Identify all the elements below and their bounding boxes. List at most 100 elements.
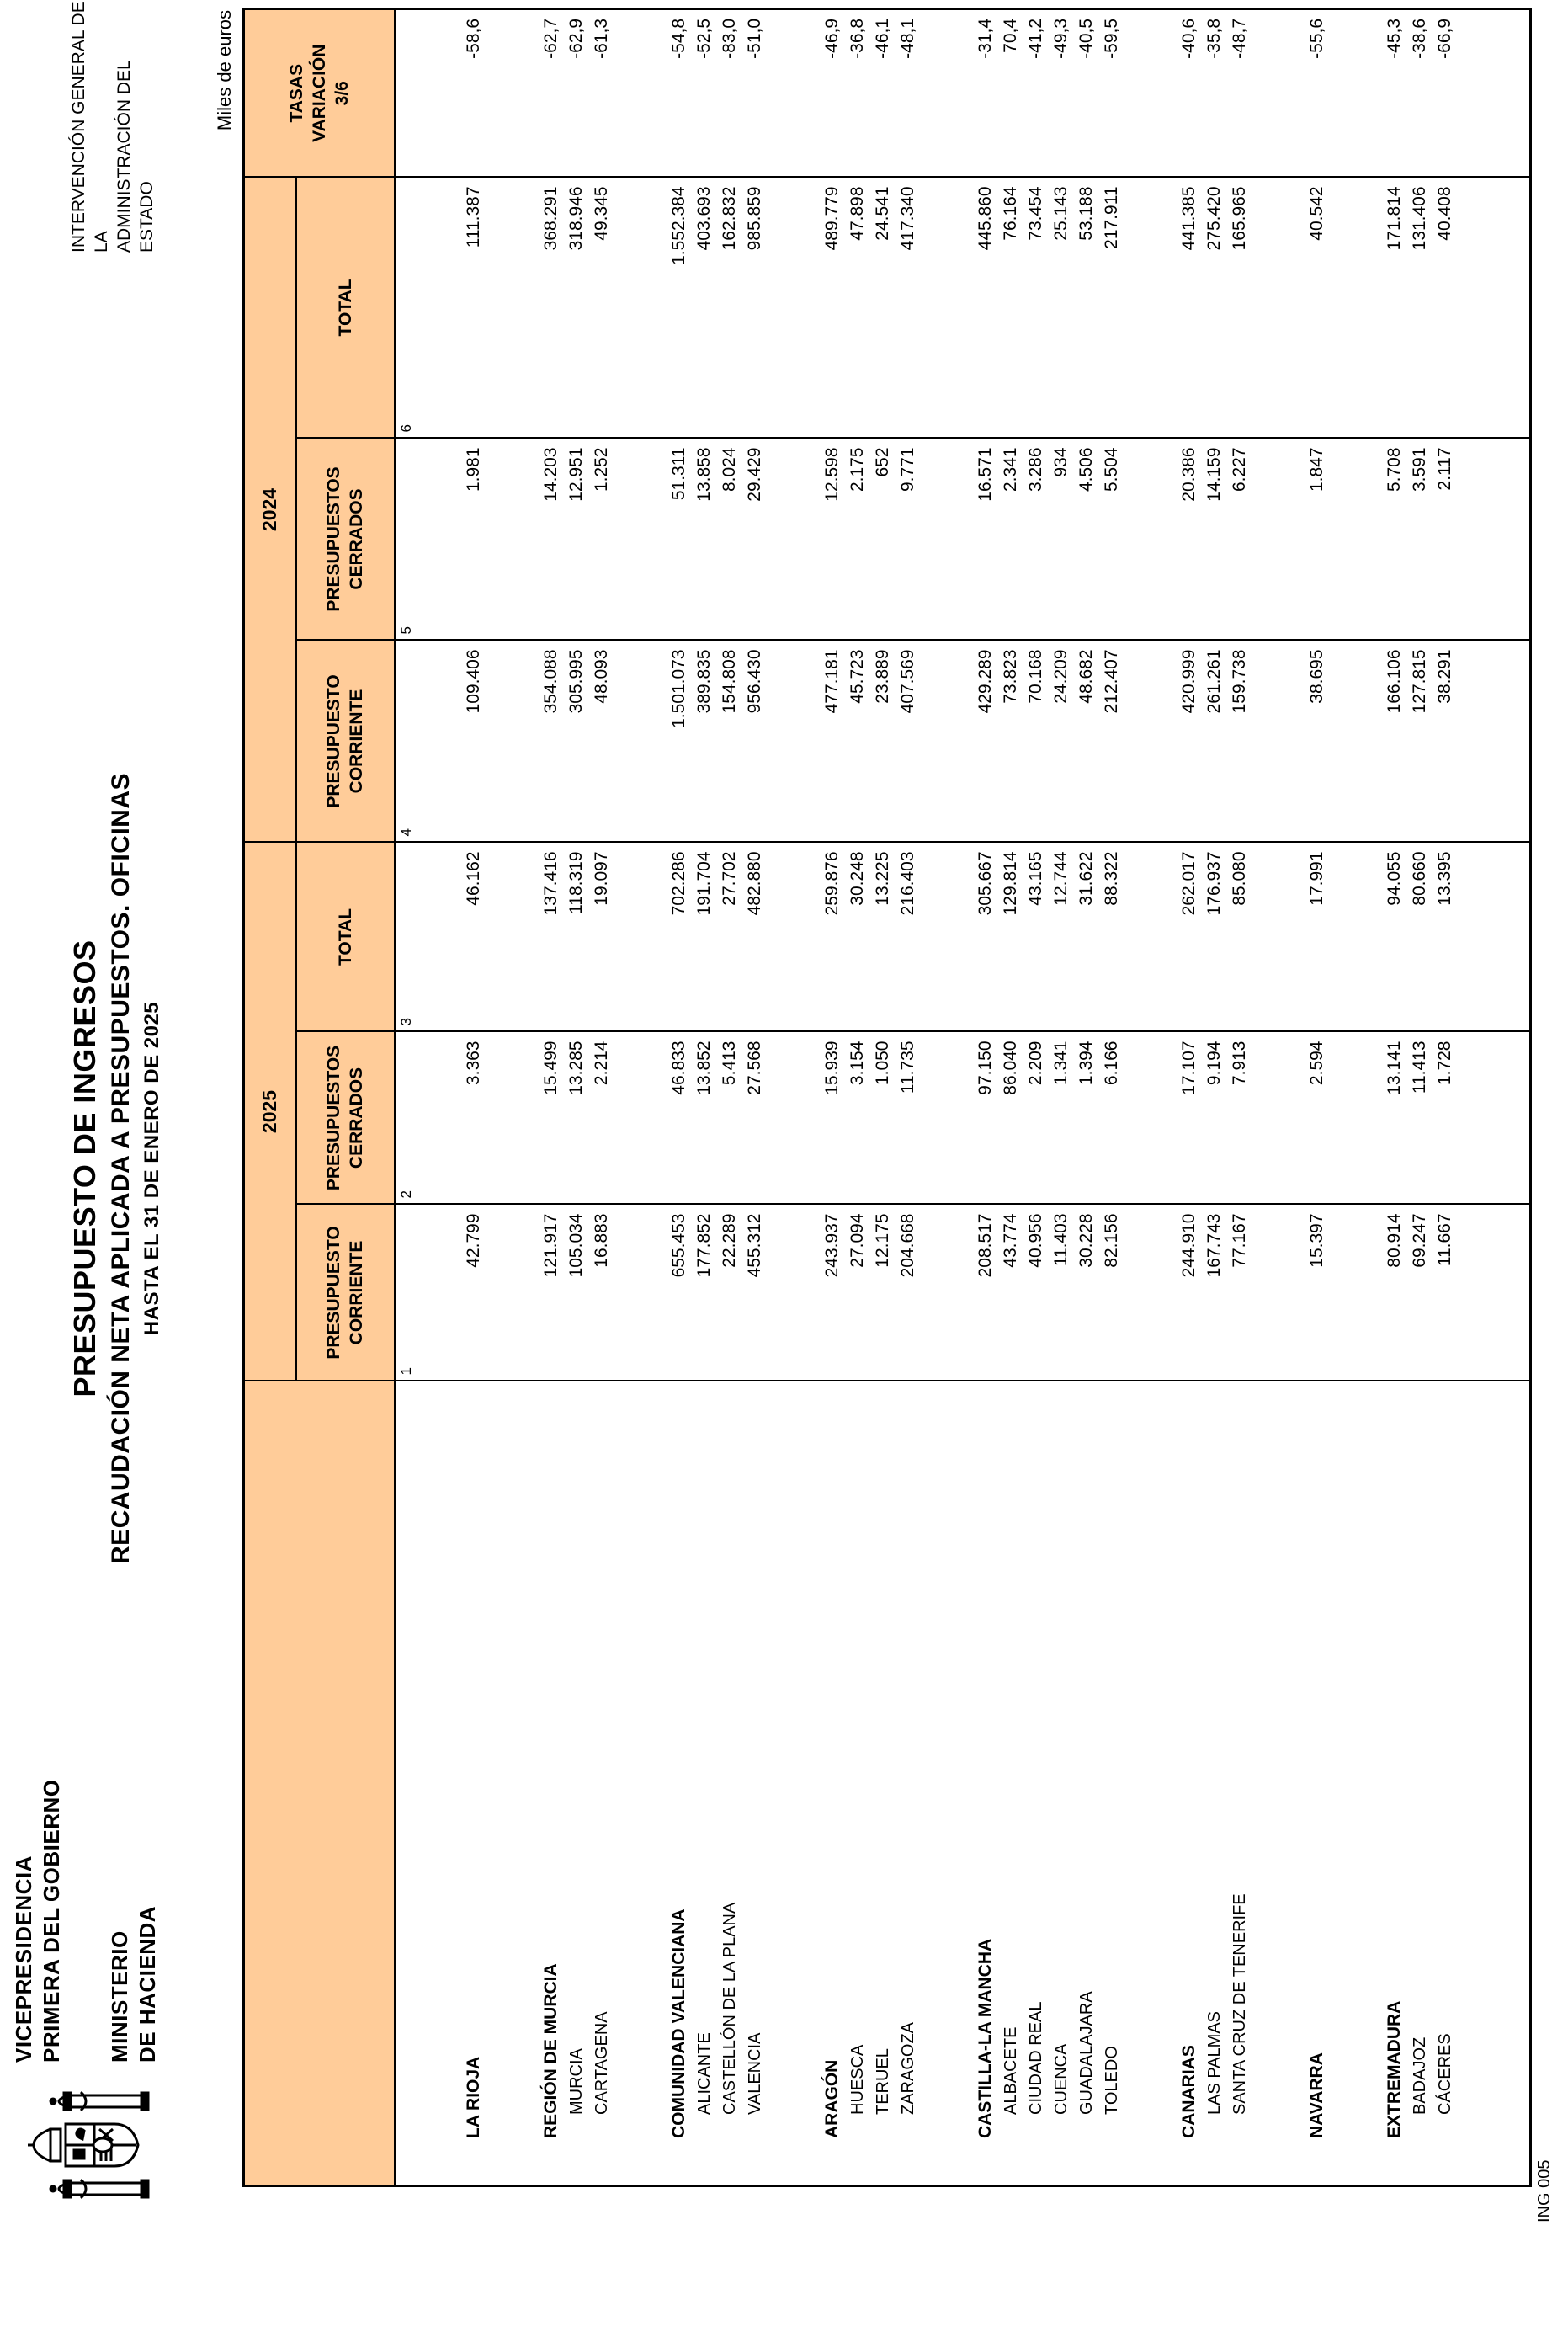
spacer-cell — [920, 1204, 973, 1381]
value-cell: 127.815 — [1406, 640, 1432, 843]
measure-header-total: TOTAL — [295, 842, 396, 1032]
value-cell: -40,5 — [1073, 8, 1099, 178]
row-label: SANTA CRUZ DE TENERIFE — [1226, 1381, 1252, 2186]
value-cell: 956.430 — [741, 640, 768, 843]
measure-header-line: TOTAL — [335, 908, 355, 966]
value-cell: 29.429 — [741, 438, 768, 641]
spacer-cell — [614, 1031, 667, 1205]
filler-cell — [1457, 177, 1531, 439]
spacer-cell — [1124, 177, 1177, 439]
value-cell: 403.693 — [691, 177, 717, 439]
row-label: TERUEL — [869, 1381, 896, 2186]
group-spacer-row — [920, 8, 973, 2186]
value-cell: 43.165 — [1023, 842, 1049, 1032]
value-cell: 13.141 — [1381, 1031, 1407, 1205]
value-cell: 40.956 — [1023, 1204, 1049, 1381]
value-cell: -35,8 — [1201, 8, 1227, 178]
report-title: PRESUPUESTO DE INGRESOS — [67, 940, 102, 1397]
spacer-cell — [1252, 438, 1305, 641]
value-cell: 12.598 — [819, 438, 845, 641]
value-cell: 1.394 — [1073, 1031, 1099, 1205]
value-cell: 70,4 — [997, 8, 1023, 178]
spacer-cell — [1124, 1381, 1177, 2186]
value-cell: -62,9 — [563, 8, 589, 178]
value-cell: 429.289 — [972, 640, 998, 843]
value-cell: 121.917 — [538, 1204, 564, 1381]
budget-table: 2025 2024 TASAS VARIACIÓN 3/6 PRESUPUESTO CORR… — [242, 7, 1532, 2187]
spacer-cell — [423, 8, 461, 178]
row-label: REGIÓN DE MURCIA — [538, 1381, 564, 2186]
value-cell: -41,2 — [1023, 8, 1049, 178]
value-cell: 76.164 — [997, 177, 1023, 439]
value-cell: 111.387 — [460, 177, 486, 439]
value-cell: 204.668 — [895, 1204, 921, 1381]
value-cell: 11.413 — [1406, 1031, 1432, 1205]
table-row: HUESCA 27.094 3.154 30.248 45.723 2.175 47.898… — [844, 8, 870, 2186]
value-cell: 455.312 — [741, 1204, 768, 1381]
value-cell: 15.397 — [1304, 1204, 1330, 1381]
spacer-cell — [1329, 8, 1382, 178]
report-subtitle: RECAUDACIÓN NETA APLICADA A PRESUPUESTOS… — [107, 772, 135, 1565]
value-cell: 24.541 — [869, 177, 896, 439]
marker-blank-tasas — [395, 8, 424, 178]
spacer-cell — [767, 177, 820, 439]
value-cell: 8.024 — [716, 438, 742, 641]
column-number: 3 — [395, 842, 424, 1032]
value-cell: 12.744 — [1048, 842, 1074, 1032]
value-cell: 24.209 — [1048, 640, 1074, 843]
report-period: HASTA EL 31 DE ENERO DE 2025 — [141, 1001, 163, 1336]
table-row: COMUNIDAD VALENCIANA 655.453 46.833 702.286… — [666, 8, 692, 2186]
spacer-cell — [1329, 177, 1382, 439]
value-cell: 15.939 — [819, 1031, 845, 1205]
table-row: MURCIA 105.034 13.285 118.319 305.995 12.951 3… — [563, 8, 589, 2186]
value-cell: 23.889 — [869, 640, 896, 843]
spacer-cell — [1252, 1204, 1305, 1381]
tasas-header-line: VARIACIÓN — [310, 44, 329, 142]
table-row: CÁCERES 11.667 1.728 13.395 38.291 2.117 40.40… — [1432, 8, 1458, 2186]
group-spacer-row — [1329, 8, 1382, 2186]
row-label: ALICANTE — [691, 1381, 717, 2186]
measure-header-line: CERRADOS — [347, 488, 367, 590]
spacer-cell — [1124, 842, 1177, 1032]
row-label: CUENCA — [1048, 1381, 1074, 2186]
value-cell: 46.162 — [460, 842, 486, 1032]
value-cell: -54,8 — [666, 8, 692, 178]
value-cell: 489.779 — [819, 177, 845, 439]
spacer-cell — [614, 1204, 667, 1381]
ministry-line-2: PRIMERA DEL GOBIERNO — [39, 1779, 64, 2063]
value-cell: 6.227 — [1226, 438, 1252, 641]
value-cell: 655.453 — [666, 1204, 692, 1381]
value-cell: 48.093 — [588, 640, 614, 843]
value-cell: 77.167 — [1226, 1204, 1252, 1381]
table-row: CIUDAD REAL 40.956 2.209 43.165 70.168 3.286 7… — [1023, 8, 1049, 2186]
spacer-cell — [614, 1381, 667, 2186]
row-label: ALBACETE — [997, 1381, 1023, 2186]
spacer-cell — [1124, 1031, 1177, 1205]
filler-cell — [1457, 8, 1531, 178]
spacer-cell — [1124, 640, 1177, 843]
value-cell: 262.017 — [1176, 842, 1202, 1032]
value-cell: -58,6 — [460, 8, 486, 178]
value-cell: 2.214 — [588, 1031, 614, 1205]
value-cell: -48,1 — [895, 8, 921, 178]
column-number: 4 — [395, 640, 424, 843]
value-cell: -66,9 — [1432, 8, 1458, 178]
year-header-2025: 2025 — [243, 842, 296, 1381]
row-label: EXTREMADURA — [1381, 1381, 1407, 2186]
value-cell: -45,3 — [1381, 8, 1407, 178]
spacer-cell — [486, 640, 539, 843]
value-cell: 212.407 — [1098, 640, 1124, 843]
table-row: TERUEL 12.175 1.050 13.225 23.889 652 24.541 -4… — [869, 8, 896, 2186]
value-cell: 38.695 — [1304, 640, 1330, 843]
value-cell: 14.203 — [538, 438, 564, 641]
tasas-header-line: 3/6 — [332, 81, 352, 106]
table-row: ARAGÓN 243.937 15.939 259.876 477.181 12.598 4… — [819, 8, 845, 2186]
value-cell: -31,4 — [972, 8, 998, 178]
spacer-cell — [767, 842, 820, 1032]
value-cell: 5.413 — [716, 1031, 742, 1205]
value-cell: 166.106 — [1381, 640, 1407, 843]
spacer-cell — [1329, 1381, 1382, 2186]
spacer-cell — [1329, 640, 1382, 843]
value-cell: 70.168 — [1023, 640, 1049, 843]
